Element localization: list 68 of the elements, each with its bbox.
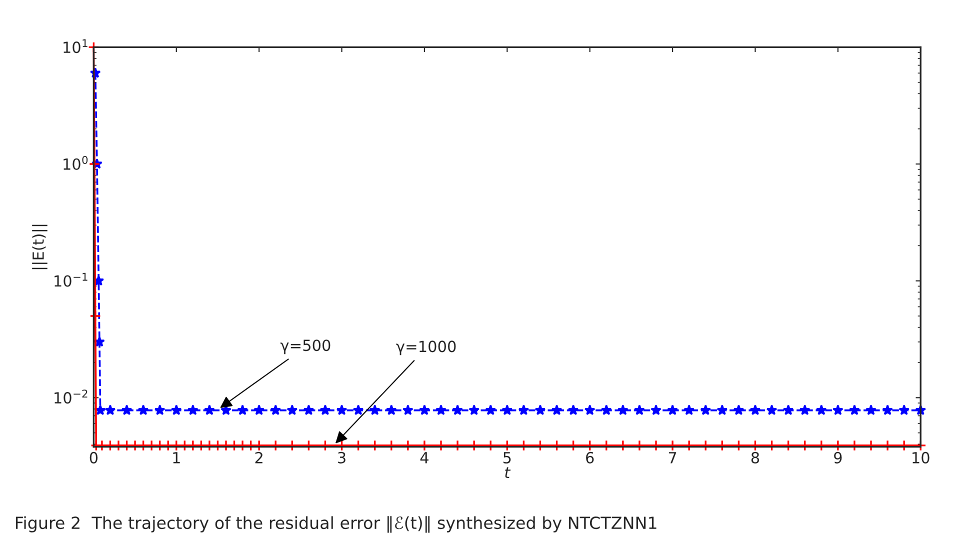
point (104, 404, 116, 416)
point (436, 404, 446, 416)
point (832, 404, 844, 416)
point (568, 404, 579, 416)
y-tick-label: 10$^{1}$ (64, 39, 88, 54)
point (534, 404, 546, 416)
x-tick-label: 5 (503, 452, 511, 464)
x-tick-label: 10 (912, 452, 930, 464)
x-tick-label: 2 (255, 452, 262, 464)
point (634, 404, 645, 416)
point (402, 404, 414, 416)
point (452, 404, 463, 416)
point (320, 404, 331, 416)
x-axis-title: t (505, 467, 511, 478)
point (485, 404, 496, 416)
x-tick-label: 8 (751, 452, 760, 464)
point (584, 404, 596, 416)
point (254, 404, 265, 416)
x-tick-label: 4 (420, 452, 428, 464)
point (650, 404, 662, 416)
x-tick-label: 0 (90, 452, 98, 464)
point (799, 404, 810, 416)
point (617, 404, 628, 416)
point (502, 404, 513, 416)
x-tick-label: 1 (173, 452, 180, 464)
point (816, 404, 827, 416)
point (700, 404, 712, 416)
point (684, 404, 695, 416)
point (419, 404, 430, 416)
point (882, 404, 894, 416)
y-tick-label: 10$^{0}$ (64, 156, 88, 170)
point (386, 404, 397, 416)
point (898, 404, 910, 416)
y-tick-label: 10$^{−1}$ (54, 272, 88, 287)
point (336, 404, 348, 416)
point (849, 404, 860, 416)
point (170, 404, 182, 416)
point (468, 404, 480, 416)
x-tick-label: 3 (338, 452, 346, 464)
point (667, 404, 678, 416)
x-tick-label: 6 (586, 452, 594, 464)
point (551, 404, 562, 416)
point (352, 404, 364, 416)
point (204, 404, 215, 416)
point (600, 404, 612, 416)
annotation: γ=500 (280, 340, 330, 354)
annotation: γ=1000 (396, 340, 456, 356)
x-tick-label: 9 (834, 452, 842, 464)
point (733, 404, 744, 416)
point (766, 404, 778, 416)
point (369, 404, 380, 416)
point (750, 404, 761, 416)
point (866, 404, 876, 416)
point (286, 404, 298, 416)
point (187, 404, 198, 416)
caption: Figure 2 The trajectory of the residual error ‖ℰ(t)‖ synthesized by NTCTZNN1 (16, 516, 656, 533)
y-axis-title: ||E(t)|| (32, 224, 48, 270)
x-tick-label: 7 (668, 452, 676, 464)
point (782, 404, 794, 416)
point (121, 404, 132, 416)
point (154, 404, 166, 416)
y-tick-label: 10$^{−2}$ (54, 390, 88, 404)
point (303, 404, 314, 416)
point (270, 404, 282, 416)
point (237, 404, 248, 416)
point (716, 404, 728, 416)
point (138, 404, 149, 416)
point (518, 404, 530, 416)
